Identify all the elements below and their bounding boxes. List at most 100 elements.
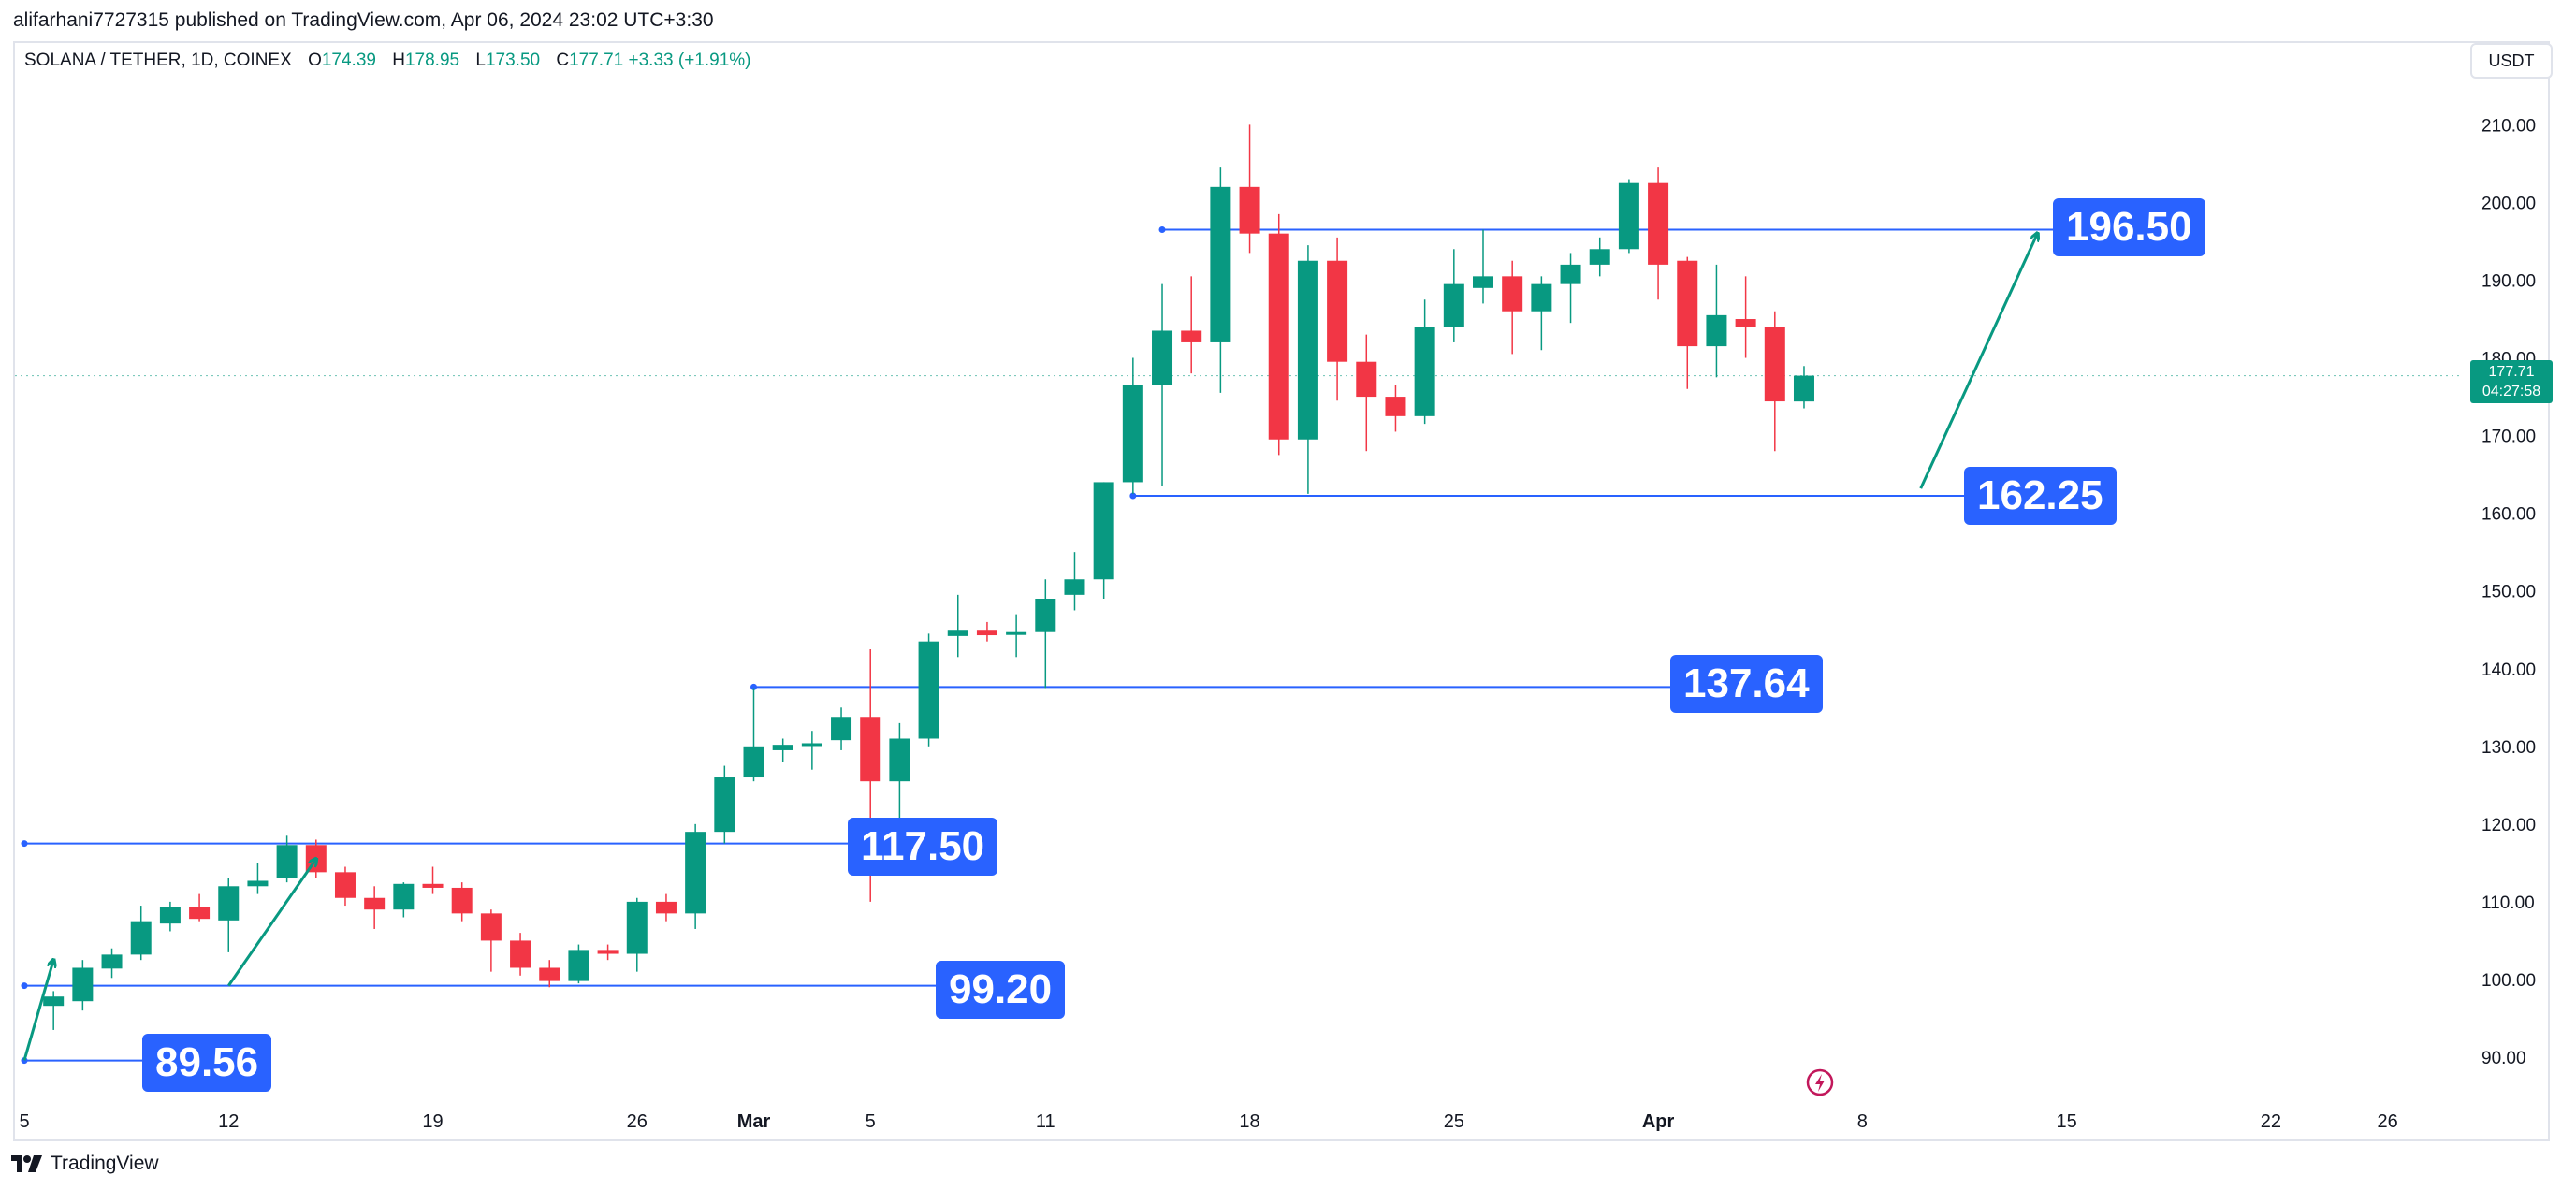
candles <box>43 124 1814 1030</box>
footer-brand-label: TradingView <box>51 1153 159 1174</box>
time-tick-label: 5 <box>19 1111 29 1132</box>
candle-body <box>510 940 531 968</box>
candle-body <box>1793 375 1814 402</box>
candle-body <box>451 887 473 914</box>
trend-arrows <box>22 234 2038 1061</box>
candle-body <box>1152 330 1173 385</box>
candle-body <box>1531 283 1552 312</box>
price-tick-label: 110.00 <box>2481 893 2535 913</box>
close-value: 177.71 <box>569 51 624 70</box>
candle-body <box>1706 314 1727 347</box>
currency-selector[interactable]: USDT <box>2470 43 2553 79</box>
level-label: 162.25 <box>1964 467 2117 525</box>
footer-brand[interactable]: TradingView <box>11 1153 159 1175</box>
candle-body <box>364 897 386 910</box>
trend-arrow <box>22 960 53 1061</box>
price-tick-label: 210.00 <box>2481 116 2536 136</box>
price-tick-label: 190.00 <box>2481 272 2536 292</box>
price-tick-label: 100.00 <box>2481 971 2536 991</box>
candle-body <box>1443 283 1464 327</box>
time-tick-label: 8 <box>1857 1111 1868 1132</box>
price-tick-label: 150.00 <box>2481 583 2536 602</box>
candle-body <box>1093 482 1114 580</box>
trend-arrow <box>227 859 316 987</box>
level-anchor-dot <box>21 840 28 848</box>
candle-body <box>422 883 444 888</box>
price-axis[interactable]: 90.00 100.00 110.00 120.00 130.00 140.00 150.0… <box>2481 116 2536 1068</box>
candle-body <box>1327 260 1348 362</box>
candle-body <box>1735 319 1756 327</box>
candle-body <box>1356 361 1377 398</box>
price-tick-label: 140.00 <box>2481 660 2536 680</box>
candle-body <box>831 717 852 741</box>
tradingview-logo-icon <box>11 1155 42 1172</box>
candle-body <box>1473 276 1493 288</box>
time-tick-label: 26 <box>2377 1111 2397 1132</box>
level-label: 99.20 <box>936 961 1066 1019</box>
candle-body <box>539 967 560 981</box>
candle-body <box>1297 260 1318 440</box>
price-tick-label: 200.00 <box>2481 194 2536 213</box>
candle-body <box>1122 385 1143 483</box>
time-tick-label: Mar <box>737 1111 771 1132</box>
level-label: 117.50 <box>848 818 998 876</box>
candle-body <box>568 950 589 981</box>
candle-body <box>130 921 152 955</box>
time-tick-label: 18 <box>1239 1111 1259 1132</box>
time-tick-label: 22 <box>2261 1111 2281 1132</box>
time-axis[interactable]: 5 12 19 26 Mar 5 11 18 25 Apr 8 15 22 26 <box>19 1111 2397 1132</box>
open-value: 174.39 <box>321 51 376 70</box>
candle-body <box>743 746 764 778</box>
level-anchor-dot <box>750 683 757 690</box>
candle-body <box>218 886 240 921</box>
candle-body <box>1385 397 1406 416</box>
time-tick-label: 12 <box>218 1111 239 1132</box>
candle-body <box>393 883 415 910</box>
candle-body <box>1560 264 1581 284</box>
candle-body <box>597 950 619 954</box>
trend-arrow <box>1919 234 2038 489</box>
time-tick-label: 19 <box>422 1111 443 1132</box>
time-tick-label: 11 <box>1036 1111 1055 1132</box>
candle-body <box>889 738 910 782</box>
candle-body <box>1064 579 1085 595</box>
candle-body <box>860 717 881 782</box>
candle-body <box>101 954 123 969</box>
candle-body <box>1618 182 1639 250</box>
high-label: H <box>392 51 405 70</box>
low-value: 173.50 <box>485 51 541 70</box>
open-label: O <box>308 51 322 70</box>
candle-body <box>159 907 181 924</box>
high-value: 178.95 <box>404 51 460 70</box>
time-tick-label: 15 <box>2056 1111 2076 1132</box>
current-price-tag: 177.71 04:27:58 <box>2470 360 2553 403</box>
chart-frame <box>13 41 2550 1141</box>
candle-body <box>1239 186 1260 234</box>
lightning-icon[interactable] <box>1804 1067 1836 1098</box>
close-label: C <box>556 51 570 70</box>
candle-body <box>685 832 706 914</box>
price-tick-label: 160.00 <box>2481 505 2536 525</box>
candle-body <box>1502 276 1523 312</box>
price-tick-label: 120.00 <box>2481 816 2536 835</box>
level-anchor-dot <box>21 982 28 990</box>
price-tick-label: 130.00 <box>2481 738 2536 758</box>
time-tick-label: 26 <box>627 1111 648 1132</box>
current-price: 177.71 <box>2488 364 2535 380</box>
candle-body <box>1764 327 1785 402</box>
symbol-legend: SOLANA / TETHER, 1D, COINEX O174.39 H178… <box>24 51 751 71</box>
candle-body <box>1210 186 1231 342</box>
candle-body <box>480 913 502 941</box>
candle-body <box>1268 233 1289 440</box>
low-label: L <box>475 51 486 70</box>
candle-body <box>947 630 968 636</box>
candle-body <box>1414 327 1435 416</box>
candle-body <box>801 743 822 747</box>
price-tick-label: 170.00 <box>2481 428 2536 447</box>
candle-body <box>1589 249 1610 265</box>
candle-body <box>72 967 94 1002</box>
level-label: 196.50 <box>2053 198 2205 256</box>
change-value: +3.33 (+1.91%) <box>628 51 751 70</box>
level-label: 89.56 <box>142 1034 272 1092</box>
